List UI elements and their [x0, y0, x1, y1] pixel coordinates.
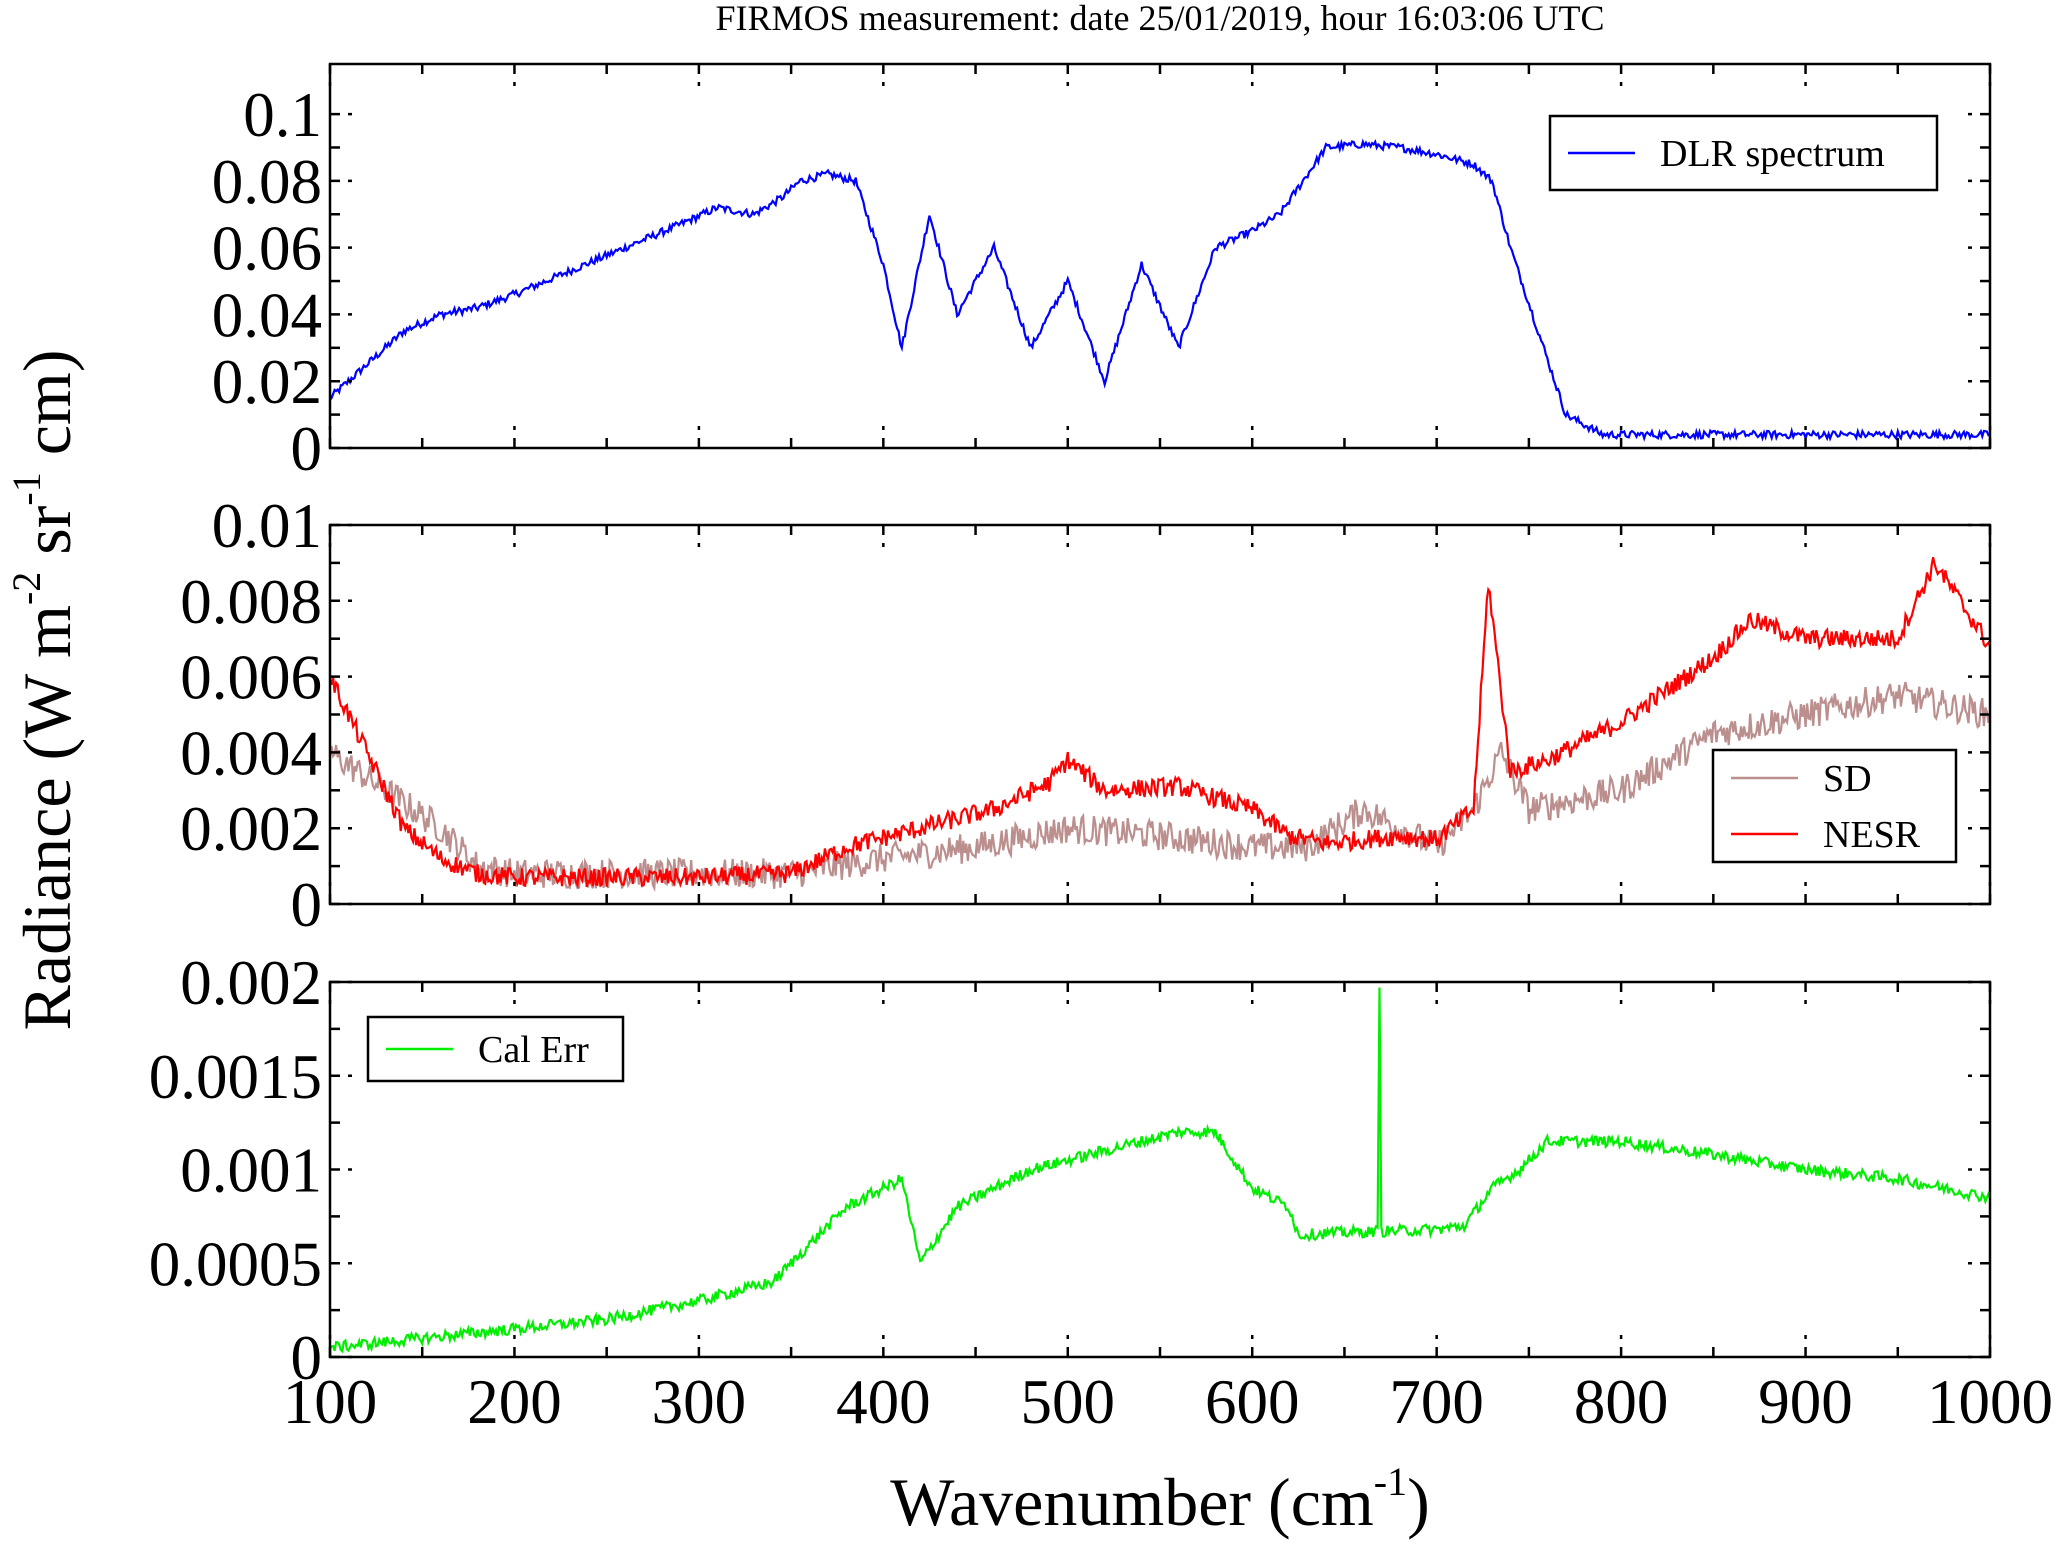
x-tick-label: 700	[1389, 1367, 1484, 1437]
panel-3: 100 200 300 400 500 600 700 800 900 1000 0 0.0005 0.…	[149, 948, 2053, 1437]
y-tick-label: 0.001	[180, 1136, 322, 1206]
x-tick-label: 800	[1574, 1367, 1669, 1437]
y-tick-label: 0.008	[180, 567, 322, 637]
y-tick-label: 0.01	[212, 491, 322, 561]
x-tick-label: 400	[836, 1367, 931, 1437]
legend-label: NESR	[1823, 814, 1921, 856]
y-tick-label: 0.08	[212, 147, 322, 217]
legend-label: Cal Err	[478, 1029, 589, 1071]
x-tick-label: 300	[652, 1367, 747, 1437]
legend: Cal Err	[366, 1015, 625, 1083]
y-tick-label: 0.0005	[149, 1229, 322, 1299]
x-axis-title: Wavenumber (cm-1)	[890, 1459, 1430, 1540]
y-tick-label: 0.006	[180, 643, 322, 713]
series-line-cal-err	[330, 987, 1990, 1354]
chart-title: FIRMOS measurement: date 25/01/2019, hou…	[716, 0, 1605, 38]
series-line-dlr-spectrum	[330, 138, 1990, 442]
legend-label: DLR spectrum	[1660, 133, 1885, 175]
y-tick-label: 0.0015	[149, 1042, 322, 1112]
series-line-nesr	[330, 557, 1990, 889]
legend-box	[1711, 748, 1958, 864]
x-tick-label: 600	[1205, 1367, 1300, 1437]
y-tick-label: 0	[291, 414, 323, 484]
x-tick-label: 100	[283, 1367, 378, 1437]
legend: SD NESR	[1711, 748, 1958, 864]
x-tick-label: 200	[467, 1367, 562, 1437]
x-tick-label: 1000	[1927, 1367, 2053, 1437]
x-tick-label: 500	[1021, 1367, 1116, 1437]
y-axis-title: Radiance (W m-2 sr-1 cm)	[4, 350, 85, 1031]
y-tick-label: 0.1	[243, 80, 322, 150]
y-tick-label: 0.004	[180, 718, 322, 788]
y-tick-label: 0.002	[180, 794, 322, 864]
x-tick-label: 900	[1758, 1367, 1853, 1437]
y-tick-label: 0	[291, 1323, 323, 1393]
y-tick-label: 0	[291, 870, 323, 940]
y-tick-label: 0.002	[180, 948, 322, 1018]
y-tick-label: 0.04	[212, 280, 322, 350]
y-tick-label: 0.02	[212, 347, 322, 417]
y-tick-label: 0.06	[212, 214, 322, 284]
legend-label: SD	[1823, 758, 1872, 800]
legend: DLR spectrum	[1548, 114, 1939, 192]
panel-1: 00.020.040.060.080.1 DLR spectrum	[212, 62, 1992, 484]
